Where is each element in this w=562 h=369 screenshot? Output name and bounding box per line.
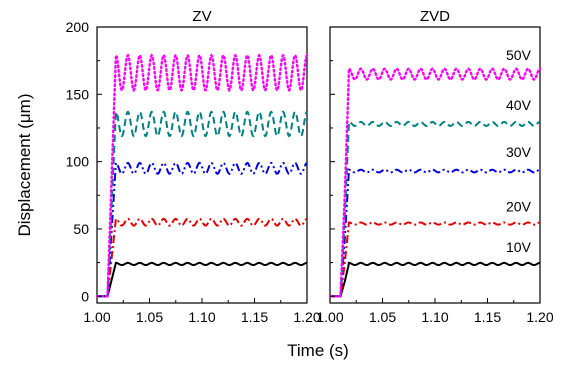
series-group-zv [95, 51, 309, 298]
x-tick-label-zvd: 1.15 [474, 309, 501, 325]
x-tick-label-zv: 1.05 [136, 309, 163, 325]
x-tick-label-zv: 1.10 [188, 309, 215, 325]
series-line-50v-zv [95, 51, 309, 298]
x-tick-label-zvd: 1.00 [316, 309, 343, 325]
x-tick-label-zv: 1.20 [293, 309, 320, 325]
x-axis-title: Time (s) [287, 341, 349, 360]
x-tick-label-zvd: 1.20 [526, 309, 553, 325]
series-label-40v: 40V [506, 97, 532, 113]
series-line-20v-zvd [330, 221, 541, 298]
series-label-10v: 10V [506, 239, 532, 255]
y-tick-label: 0 [81, 288, 89, 304]
series-line-40v-zvd [330, 120, 541, 298]
series-group-zvd [328, 67, 542, 298]
ticks-group-zv: 1.00 1.05 1.10 1.15 1.20 0 50 100 150 200 [66, 19, 321, 325]
series-label-50v: 50V [506, 47, 532, 63]
panel-title-zvd: ZVD [420, 8, 450, 25]
panel-zvd: ZVD 1.00 1.05 1.10 1.15 1.20 10V 20V 30V 40V 50V [316, 8, 553, 325]
series-label-20v: 20V [506, 199, 532, 215]
y-tick-label: 100 [66, 154, 90, 170]
series-line-40v-zv [97, 109, 308, 298]
series-line-50v-zvd [328, 67, 542, 298]
series-line-10v-zvd [330, 261, 541, 298]
series-line-30v-zv [97, 161, 308, 298]
y-axis-title: Displacement (μm) [15, 94, 34, 237]
series-label-30v: 30V [506, 144, 532, 160]
x-tick-label-zv: 1.15 [241, 309, 268, 325]
series-line-10v-zv [97, 261, 308, 298]
panel-title-zv: ZV [192, 8, 211, 25]
ticks-group-zvd: 1.00 1.05 1.10 1.15 1.20 [316, 26, 554, 325]
panel-zv: ZV 1.00 1.05 1.10 1.15 1.20 0 50 100 150 200 [66, 8, 321, 325]
series-line-30v-zvd [330, 168, 541, 298]
x-tick-label-zv: 1.00 [83, 309, 110, 325]
series-line-20v-zv [97, 217, 308, 298]
y-tick-label: 200 [66, 19, 90, 35]
voltage-labels: 10V 20V 30V 40V 50V [506, 47, 532, 255]
x-tick-label-zvd: 1.05 [369, 309, 396, 325]
x-tick-label-zvd: 1.10 [421, 309, 448, 325]
y-tick-label: 150 [66, 86, 90, 102]
y-tick-label: 50 [73, 221, 89, 237]
